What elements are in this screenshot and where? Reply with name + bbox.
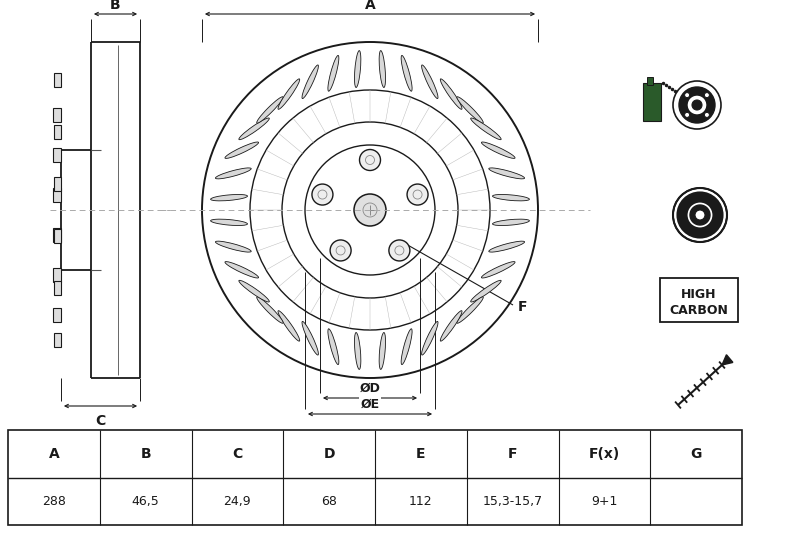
Ellipse shape [328, 329, 339, 365]
Circle shape [407, 184, 428, 205]
Ellipse shape [422, 65, 438, 99]
Circle shape [692, 100, 702, 110]
Ellipse shape [493, 195, 530, 201]
Text: A: A [365, 0, 375, 12]
Ellipse shape [457, 96, 483, 123]
Text: D: D [323, 447, 335, 461]
Circle shape [695, 210, 705, 220]
Ellipse shape [457, 297, 483, 324]
Circle shape [685, 112, 690, 117]
Ellipse shape [489, 168, 525, 179]
Ellipse shape [210, 219, 247, 225]
Text: CARBON: CARBON [670, 304, 729, 318]
Ellipse shape [239, 280, 270, 302]
Ellipse shape [257, 297, 283, 324]
Ellipse shape [239, 118, 270, 140]
Bar [53, 108, 61, 122]
Circle shape [673, 188, 727, 242]
Bar [53, 308, 61, 322]
Bar [54, 125, 61, 139]
Text: 288: 288 [42, 495, 66, 508]
Ellipse shape [302, 65, 318, 99]
Circle shape [704, 112, 710, 117]
Circle shape [704, 93, 710, 98]
Ellipse shape [354, 333, 361, 369]
Bar [54, 177, 61, 191]
Text: HIGH: HIGH [682, 288, 717, 302]
Ellipse shape [489, 241, 525, 252]
Circle shape [359, 149, 381, 171]
Circle shape [354, 194, 386, 226]
Ellipse shape [302, 321, 318, 355]
Ellipse shape [257, 96, 283, 123]
Bar [647, 77, 653, 85]
Text: B: B [110, 0, 121, 12]
Bar [54, 229, 61, 243]
Text: 46,5: 46,5 [132, 495, 159, 508]
Bar [54, 73, 61, 87]
Ellipse shape [379, 333, 386, 369]
Text: 68: 68 [321, 495, 337, 508]
Text: ØD: ØD [359, 382, 381, 395]
Ellipse shape [493, 219, 530, 225]
Bar [53, 268, 61, 282]
Text: E: E [416, 447, 426, 461]
Text: 9+1: 9+1 [591, 495, 618, 508]
Polygon shape [722, 355, 733, 365]
Circle shape [687, 95, 707, 115]
Text: 15,3-15,7: 15,3-15,7 [482, 495, 542, 508]
Ellipse shape [215, 241, 251, 252]
Circle shape [312, 184, 333, 205]
Ellipse shape [440, 311, 462, 341]
Ellipse shape [401, 329, 412, 365]
Bar [643, 83, 661, 121]
Bar [54, 333, 61, 347]
Bar [53, 228, 61, 242]
Text: F: F [508, 447, 518, 461]
Ellipse shape [482, 142, 515, 158]
Circle shape [330, 240, 351, 261]
Text: G: G [690, 447, 702, 461]
Ellipse shape [440, 79, 462, 109]
Ellipse shape [328, 55, 339, 91]
Ellipse shape [470, 118, 501, 140]
Text: 24,9: 24,9 [223, 495, 251, 508]
Text: C: C [95, 414, 106, 428]
Ellipse shape [210, 195, 247, 201]
Text: 112: 112 [409, 495, 433, 508]
Bar [660, 278, 738, 322]
Text: F: F [518, 300, 527, 314]
Ellipse shape [278, 311, 300, 341]
Circle shape [679, 87, 715, 123]
Text: C: C [232, 447, 242, 461]
Circle shape [389, 240, 410, 261]
Bar [8, 430, 742, 525]
Ellipse shape [401, 55, 412, 91]
Bar [54, 281, 61, 295]
Circle shape [685, 93, 690, 98]
Bar [53, 188, 61, 202]
Circle shape [673, 81, 721, 129]
Text: ØE: ØE [361, 398, 379, 411]
Text: F(x): F(x) [589, 447, 620, 461]
Ellipse shape [225, 262, 258, 278]
Bar [53, 148, 61, 162]
Ellipse shape [379, 51, 386, 87]
Text: A: A [49, 447, 59, 461]
Circle shape [690, 205, 710, 225]
Ellipse shape [215, 168, 251, 179]
Ellipse shape [470, 280, 501, 302]
Text: B: B [140, 447, 151, 461]
Ellipse shape [354, 51, 361, 87]
Ellipse shape [225, 142, 258, 158]
Ellipse shape [422, 321, 438, 355]
Ellipse shape [278, 79, 300, 109]
Ellipse shape [482, 262, 515, 278]
